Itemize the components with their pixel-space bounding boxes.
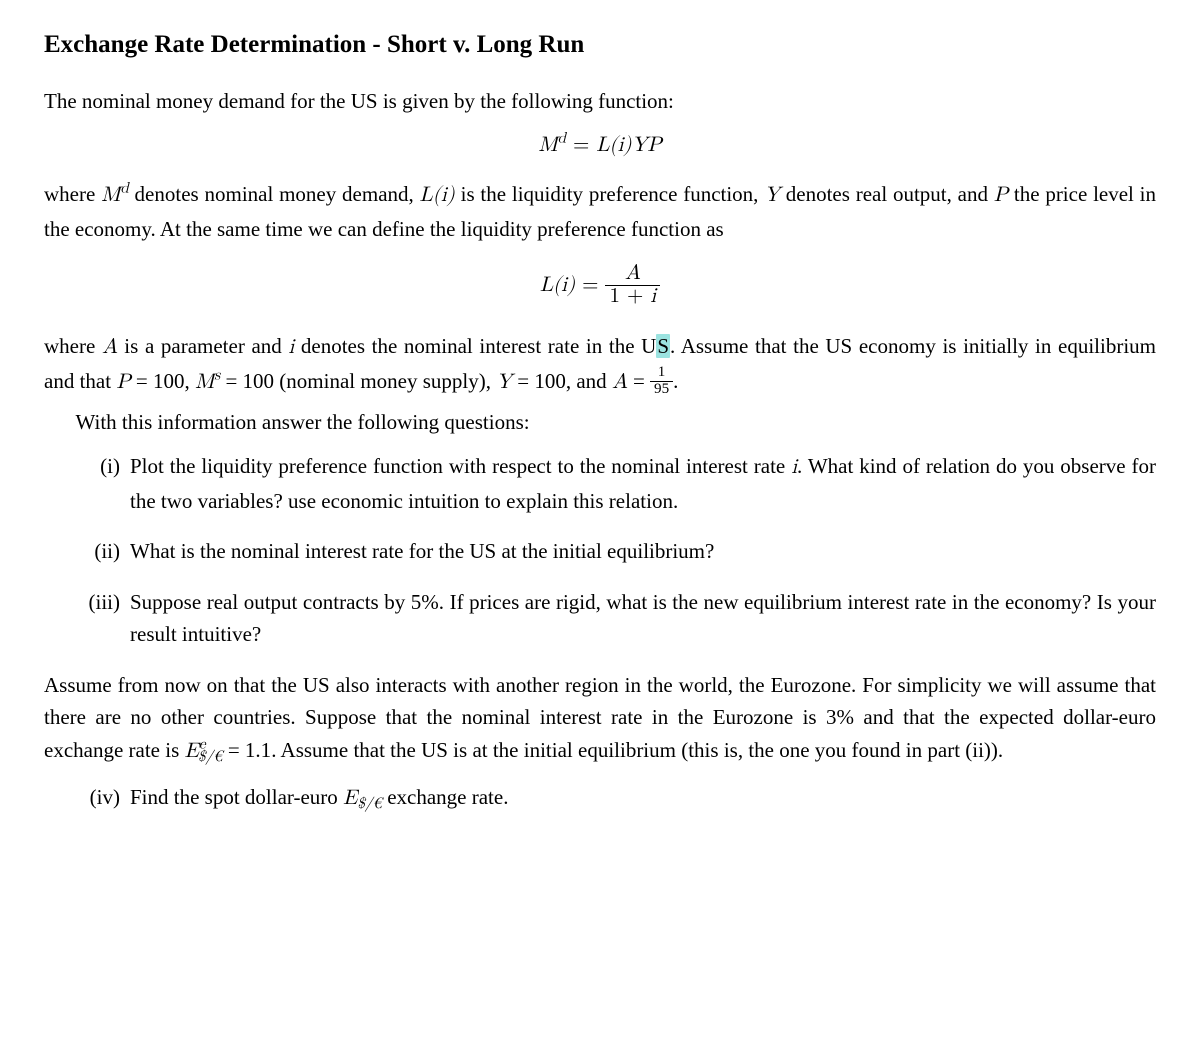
list-marker: (iii) <box>44 586 130 651</box>
intro-paragraph-3: where A is a parameter and i denotes the… <box>44 330 1156 399</box>
question-i: (i) Plot the liquidity preference functi… <box>44 450 1156 517</box>
question-list-2: (iv) Find the spot dollar-euro E$/€ exch… <box>44 781 1156 816</box>
question-ii: (ii) What is the nominal interest rate f… <box>44 535 1156 568</box>
equation-money-demand: Md = L(i)YP <box>44 135 1156 156</box>
list-marker: (ii) <box>44 535 130 568</box>
intro-paragraph-4: With this information answer the followi… <box>44 406 1156 439</box>
intro-paragraph-2: where Md denotes nominal money demand, L… <box>44 178 1156 245</box>
intro-paragraph-1: The nominal money demand for the US is g… <box>44 85 1156 118</box>
page-title: Exchange Rate Determination - Short v. L… <box>44 26 1156 65</box>
list-marker: (iv) <box>44 781 130 816</box>
eurozone-paragraph: Assume from now on that the US also inte… <box>44 669 1156 769</box>
list-marker: (i) <box>44 450 130 517</box>
question-list: (i) Plot the liquidity preference functi… <box>44 450 1156 651</box>
question-iv: (iv) Find the spot dollar-euro E$/€ exch… <box>44 781 1156 816</box>
equation-liquidity-preference: L(i) = A1 + i <box>44 263 1156 308</box>
text-highlight: S <box>656 334 670 358</box>
question-iii: (iii) Suppose real output contracts by 5… <box>44 586 1156 651</box>
